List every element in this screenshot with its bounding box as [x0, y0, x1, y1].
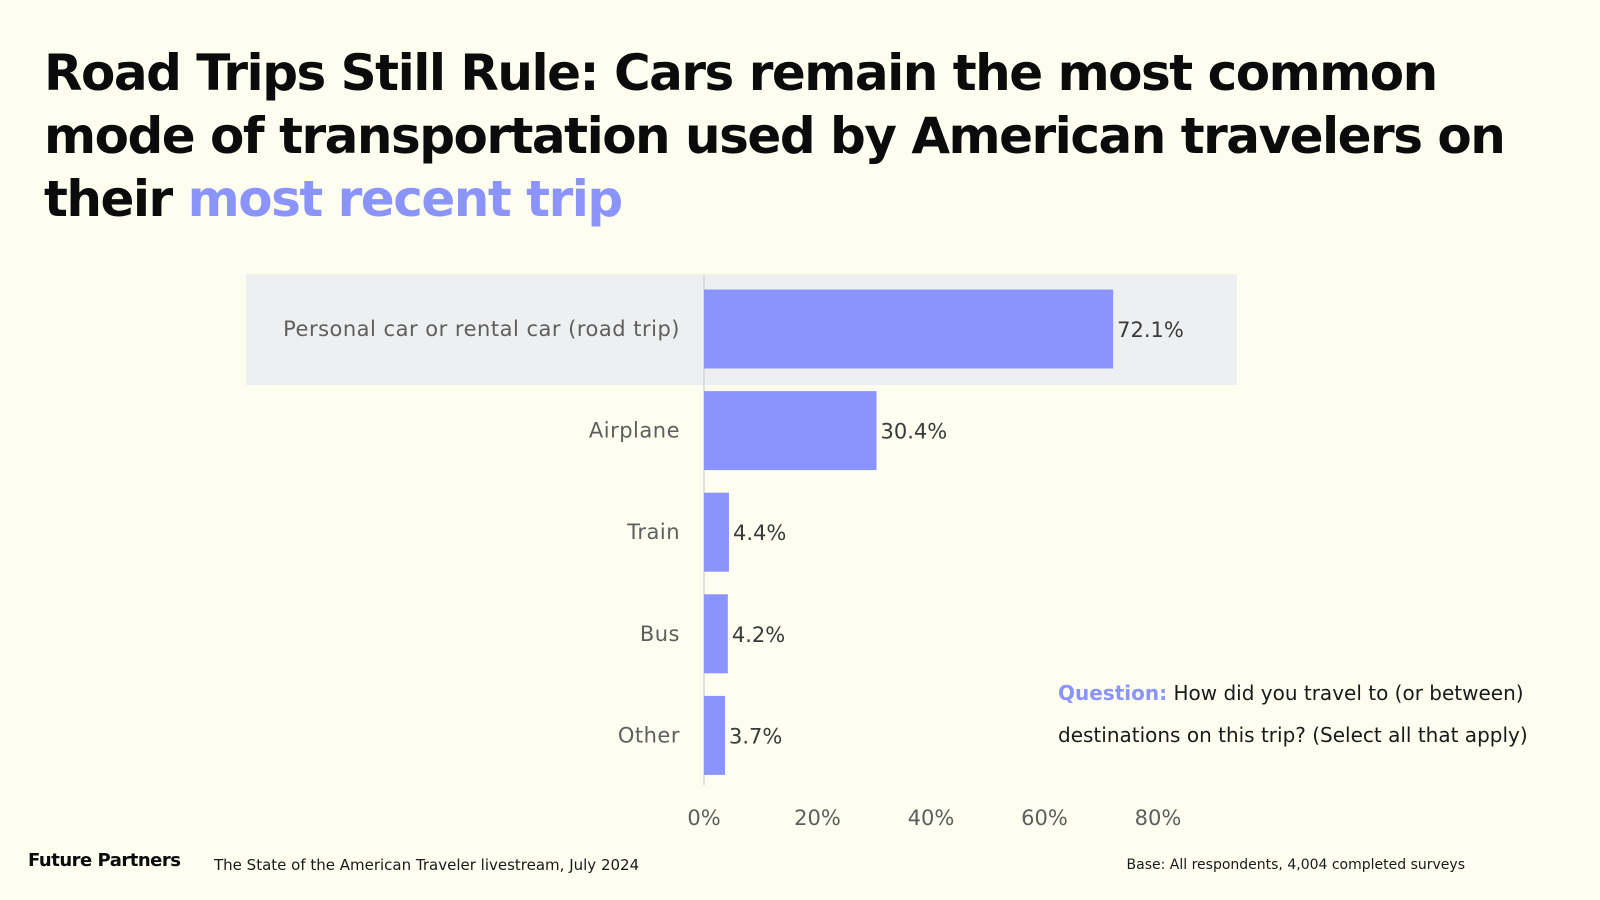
bar-3: [704, 594, 728, 674]
title-main: Road Trips Still Rule: Cars remain the m…: [44, 44, 1506, 228]
value-label-1: 30.4%: [881, 420, 948, 444]
bar-0: [704, 289, 1114, 369]
survey-question: Question: How did you travel to (or betw…: [1058, 672, 1578, 756]
bar-2: [704, 492, 729, 572]
category-label-2: Train: [626, 520, 680, 544]
x-tick-label-4: 80%: [1135, 806, 1182, 830]
x-tick-label-3: 60%: [1021, 806, 1068, 830]
x-tick-label-0: 0%: [687, 806, 720, 830]
category-label-3: Bus: [640, 622, 680, 646]
category-label-4: Other: [618, 723, 680, 747]
value-label-3: 4.2%: [732, 623, 785, 647]
category-label-0: Personal car or rental car (road trip): [283, 317, 680, 341]
x-tick-label-1: 20%: [794, 806, 841, 830]
source-note: The State of the American Traveler lives…: [214, 856, 640, 874]
bar-1: [704, 391, 877, 471]
question-label: Question:: [1058, 681, 1168, 705]
category-label-1: Airplane: [589, 419, 680, 443]
bar-chart: Personal car or rental car (road trip) 72…: [246, 274, 1237, 830]
brand-logo: Future Partners: [28, 850, 181, 871]
question-text: How did you travel to (or between) desti…: [1058, 681, 1528, 747]
value-label-2: 4.4%: [733, 521, 786, 545]
value-label-4: 3.7%: [729, 724, 782, 748]
title-highlight: most recent trip: [187, 170, 624, 228]
x-tick-label-2: 40%: [908, 806, 955, 830]
value-label-0: 72.1%: [1117, 318, 1184, 342]
bar-4: [704, 695, 725, 775]
chart-title: Road Trips Still Rule: Cars remain the m…: [44, 42, 1544, 231]
base-note: Base: All respondents, 4,004 completed s…: [1126, 857, 1465, 873]
